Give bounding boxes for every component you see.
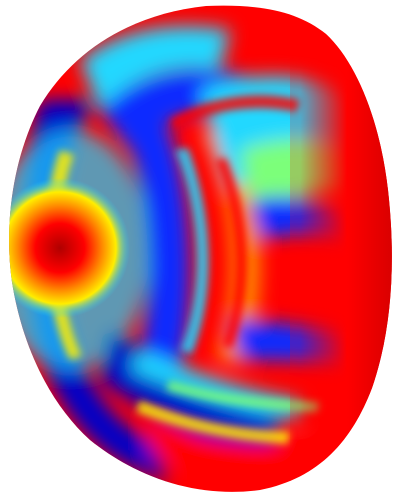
middle-warm-band [200, 130, 261, 365]
outer-blue-ring [25, 100, 170, 480]
stripe-red-mid [215, 158, 248, 348]
bottom-red-wedge [150, 420, 320, 474]
stripe-green-lower [166, 380, 320, 412]
middle-blue-band [120, 120, 191, 410]
upper-band-cyan [80, 26, 230, 110]
stripe-red-top [170, 95, 300, 130]
left-red-blob [9, 166, 130, 330]
right-red-rim [290, 5, 392, 492]
stripe-cyan-mid [175, 148, 209, 354]
stripe-yellow-lower [136, 400, 290, 444]
